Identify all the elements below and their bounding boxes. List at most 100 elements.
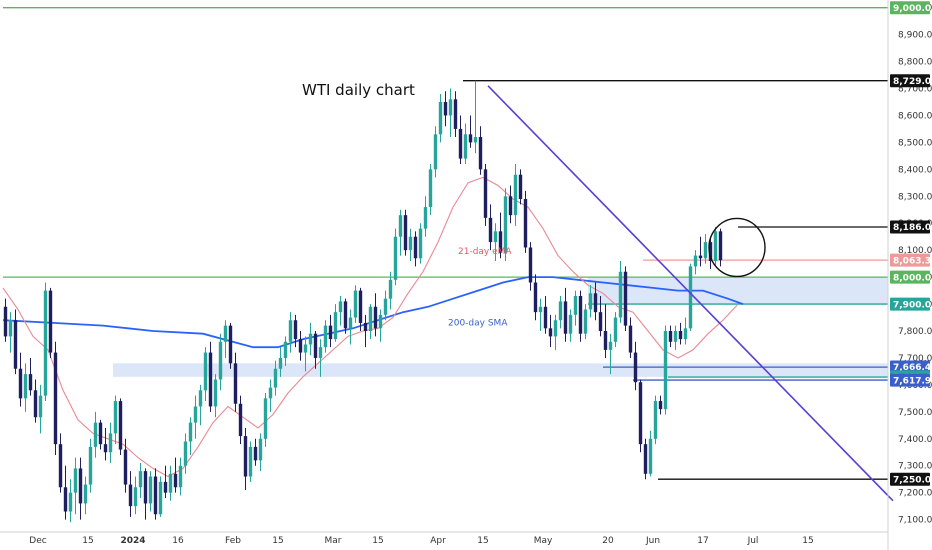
candle-body-83: [418, 228, 423, 259]
candle-body-21: [108, 433, 113, 453]
badge-9: 7,250.0: [890, 472, 931, 486]
candle-120: [603, 304, 608, 358]
sma200-line: [2, 276, 744, 349]
candle-body-67: [338, 301, 343, 313]
candle-23: [118, 398, 123, 455]
x-axis: Dec 15 2024 16 Feb 15 Mar 15 Apr 15 May 20 Jun 17 Jul 1…: [29, 536, 813, 546]
candle-body-114: [573, 295, 578, 315]
candle-100: [503, 188, 508, 261]
candle-body-128: [643, 444, 648, 474]
candle-80: [403, 209, 408, 256]
candle-body-29: [148, 476, 153, 504]
candle-17: [88, 438, 93, 493]
candle-body-66: [333, 312, 338, 340]
badge-label-9: 7,250.0: [893, 475, 931, 485]
candle-body-35: [178, 465, 183, 488]
candle-26: [133, 476, 138, 515]
candle-body-1: [8, 320, 13, 337]
candle-21: [108, 422, 113, 464]
candle-101: [508, 185, 513, 224]
candle-28: [143, 468, 148, 520]
candle-body-118: [593, 293, 598, 313]
candle-body-11: [58, 444, 63, 488]
x-tick-label-3: 16: [172, 536, 184, 546]
candle-body-27: [138, 471, 143, 488]
candle-body-19: [98, 422, 103, 445]
candle-body-119: [598, 312, 603, 332]
x-tick-label-5: 15: [272, 536, 283, 546]
candle-14: [73, 457, 78, 515]
candle-104: [523, 190, 528, 253]
candle-body-14: [73, 468, 78, 493]
candle-8: [43, 282, 48, 402]
candle-body-3: [18, 368, 23, 399]
candle-body-6: [33, 390, 38, 418]
candle-49: [248, 441, 253, 482]
candle-9: [48, 287, 53, 358]
candle-body-84: [423, 207, 428, 229]
y-tick-label-0: 7,100.0: [898, 516, 932, 526]
candle-body-81: [408, 236, 413, 251]
candle-122: [613, 312, 618, 348]
candle-108: [543, 295, 548, 334]
candle-39: [198, 384, 203, 426]
candle-82: [413, 231, 418, 267]
candle-103: [518, 169, 523, 205]
candle-54: [273, 360, 278, 396]
badge-label-6: 7,666.4: [893, 363, 931, 373]
candle-body-60: [303, 344, 308, 353]
candle-87: [438, 93, 443, 143]
candle-body-56: [283, 341, 288, 358]
candle-body-104: [523, 198, 528, 248]
candle-0: [3, 298, 8, 342]
candle-130: [653, 395, 658, 445]
candle-110: [553, 314, 558, 350]
zone-1: [588, 277, 888, 305]
badge-1: 8,729.0: [890, 74, 931, 88]
candle-34: [173, 457, 178, 493]
candle-86: [433, 126, 438, 178]
candle-body-54: [273, 368, 278, 388]
candle-body-24: [123, 449, 128, 485]
candle-body-86: [433, 134, 438, 170]
candle-body-32: [163, 481, 168, 493]
candle-body-31: [158, 481, 163, 515]
candle-94: [473, 80, 478, 154]
candle-body-58: [293, 320, 298, 340]
candle-body-23: [118, 401, 123, 450]
candle-18: [93, 411, 98, 458]
badge-bg-3: [890, 253, 930, 267]
candle-body-75: [378, 314, 383, 329]
candle-body-17: [88, 446, 93, 485]
y-tick-label-18: 8,900.0: [898, 31, 932, 41]
candle-53: [268, 379, 273, 412]
badge-bg-5: [890, 297, 930, 311]
candle-61: [308, 322, 313, 356]
badge-label-3: 8,063.3: [893, 256, 931, 266]
chart-title: WTI daily chart: [302, 81, 415, 99]
candle-143: [718, 228, 723, 267]
y-tick-label-13: 8,400.0: [898, 165, 932, 175]
x-tick-label-7: 15: [372, 536, 383, 546]
candle-127: [638, 379, 643, 453]
candle-137: [688, 263, 693, 332]
x-tick-label-2: 2024: [120, 536, 145, 546]
x-tick-label-12: Jun: [645, 536, 660, 546]
candle-body-73: [368, 306, 373, 332]
sma200-path: [2, 276, 744, 349]
candle-body-65: [328, 325, 333, 340]
candle-22: [113, 395, 118, 445]
candle-57: [288, 312, 293, 353]
candle-body-103: [518, 174, 523, 199]
candle-body-108: [543, 306, 548, 329]
candle-138: [693, 250, 698, 275]
candle-body-90: [453, 99, 458, 129]
trendline-path: [487, 85, 894, 502]
badge-label-8: 7,617.9: [893, 376, 931, 386]
badge-bg-1: [890, 74, 930, 88]
candle-body-142: [713, 231, 718, 261]
candle-body-2: [13, 320, 18, 369]
candle-body-120: [603, 331, 608, 350]
candle-body-76: [383, 298, 388, 315]
candle-109: [548, 314, 553, 348]
